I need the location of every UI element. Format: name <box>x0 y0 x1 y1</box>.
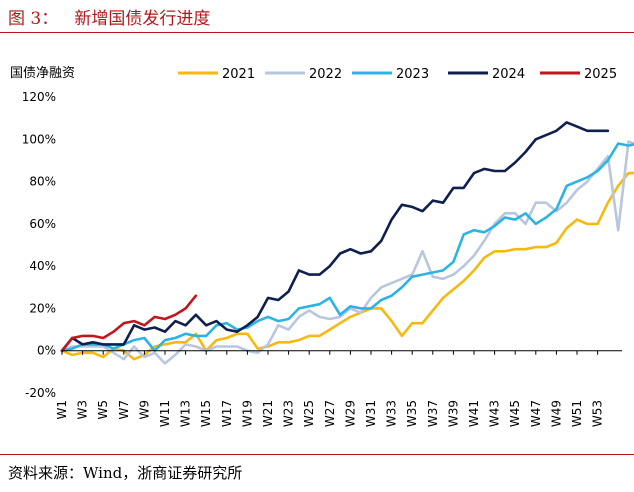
footer-divider <box>0 454 634 455</box>
x-tick-label: W53 <box>591 400 605 427</box>
x-tick-label: W31 <box>364 400 378 427</box>
x-tick-label: W35 <box>405 400 419 427</box>
x-tick-label: W7 <box>117 400 131 420</box>
series-line-2021 <box>60 171 634 361</box>
legend-label-2025: 2025 <box>584 67 617 82</box>
x-tick-label: W19 <box>240 400 254 427</box>
source-note: 资料来源：Wind，浙商证券研究所 <box>8 464 243 482</box>
y-tick-label: 20% <box>29 301 56 315</box>
series-line-2023 <box>60 142 634 353</box>
x-tick-label: W37 <box>426 400 440 427</box>
y-axis-ticks: -20% 0% 20% 40% 60% 80% 100% 120% <box>22 90 56 400</box>
y-tick-label: 100% <box>22 132 56 146</box>
title-divider <box>0 32 634 33</box>
y-tick-label: 40% <box>29 259 56 273</box>
line-chart: 国债净融资 2021 2022 2023 2024 2025 -20% 0% 20% 40% 6… <box>10 66 634 427</box>
x-tick-label: W11 <box>158 400 172 427</box>
x-tick-label: W5 <box>96 400 110 420</box>
x-tick-label: W43 <box>488 400 502 427</box>
chart-legend: 2021 2022 2023 2024 2025 <box>178 67 617 82</box>
x-tick-label: W15 <box>199 400 213 427</box>
x-tick-label: W45 <box>508 400 522 427</box>
x-tick-label: W39 <box>446 400 460 427</box>
x-tick-label: W49 <box>549 400 563 427</box>
x-tick-label: W41 <box>467 400 481 427</box>
x-tick-label: W17 <box>220 400 234 427</box>
x-tick-label: W27 <box>323 400 337 427</box>
legend-label-2023: 2023 <box>396 67 429 82</box>
x-tick-label: W25 <box>302 400 316 427</box>
x-tick-label: W21 <box>261 400 275 427</box>
x-tick-label: W51 <box>570 400 584 427</box>
legend-label-2022: 2022 <box>309 67 342 82</box>
x-tick-label: W23 <box>282 400 296 427</box>
series-line-2022 <box>60 140 634 365</box>
x-tick-label: W9 <box>137 400 151 420</box>
y-tick-label: 60% <box>29 217 56 231</box>
series-line-2025 <box>60 294 198 353</box>
x-axis-ticks: W1 W3 W5 W7 W9 W11 W13 W15 W17 W19 W21 W23 W25 W27 W29… <box>55 350 605 427</box>
y-tick-label: 0% <box>37 344 56 358</box>
x-tick-label: W13 <box>179 400 193 427</box>
y-axis-label: 国债净融资 <box>10 66 75 81</box>
y-tick-label: 120% <box>22 90 56 104</box>
x-tick-label: W1 <box>55 400 69 420</box>
legend-label-2021: 2021 <box>222 67 255 82</box>
y-tick-label: -20% <box>25 386 56 400</box>
y-tick-label: 80% <box>29 175 56 189</box>
series-line-2024 <box>60 121 610 353</box>
figure-title: 图 3： 新增国债发行进度 <box>8 9 211 29</box>
x-tick-label: W47 <box>529 400 543 427</box>
x-tick-label: W29 <box>343 400 357 427</box>
x-tick-label: W3 <box>76 400 90 420</box>
legend-label-2024: 2024 <box>492 67 525 82</box>
x-tick-label: W33 <box>385 400 399 427</box>
series-layer <box>60 121 634 365</box>
